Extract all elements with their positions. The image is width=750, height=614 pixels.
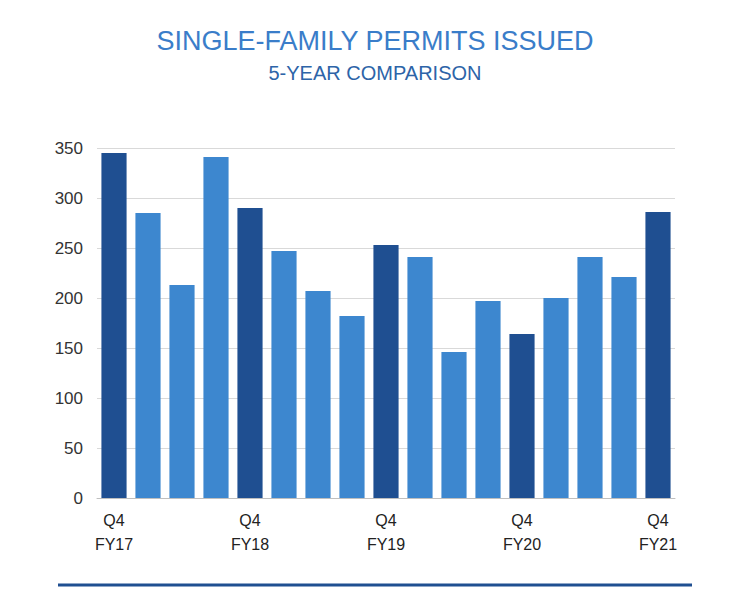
svg-text:FY20: FY20 bbox=[503, 536, 541, 553]
svg-text:200: 200 bbox=[55, 289, 83, 308]
svg-text:50: 50 bbox=[64, 439, 83, 458]
svg-text:Q4: Q4 bbox=[375, 512, 396, 529]
svg-text:Q4: Q4 bbox=[103, 512, 124, 529]
svg-text:Q4: Q4 bbox=[647, 512, 668, 529]
svg-text:250: 250 bbox=[55, 239, 83, 258]
svg-text:FY19: FY19 bbox=[367, 536, 405, 553]
svg-text:FY21: FY21 bbox=[639, 536, 677, 553]
svg-text:FY18: FY18 bbox=[231, 536, 269, 553]
svg-text:SINGLE-FAMILY PERMITS ISSUED: SINGLE-FAMILY PERMITS ISSUED bbox=[156, 26, 593, 56]
svg-text:0: 0 bbox=[74, 489, 83, 508]
svg-text:5-YEAR COMPARISON: 5-YEAR COMPARISON bbox=[269, 62, 482, 84]
svg-text:FY17: FY17 bbox=[95, 536, 133, 553]
svg-text:350: 350 bbox=[55, 139, 83, 158]
svg-text:100: 100 bbox=[55, 389, 83, 408]
svg-text:Q4: Q4 bbox=[239, 512, 260, 529]
svg-text:300: 300 bbox=[55, 189, 83, 208]
svg-text:Q4: Q4 bbox=[511, 512, 532, 529]
svg-text:150: 150 bbox=[55, 339, 83, 358]
